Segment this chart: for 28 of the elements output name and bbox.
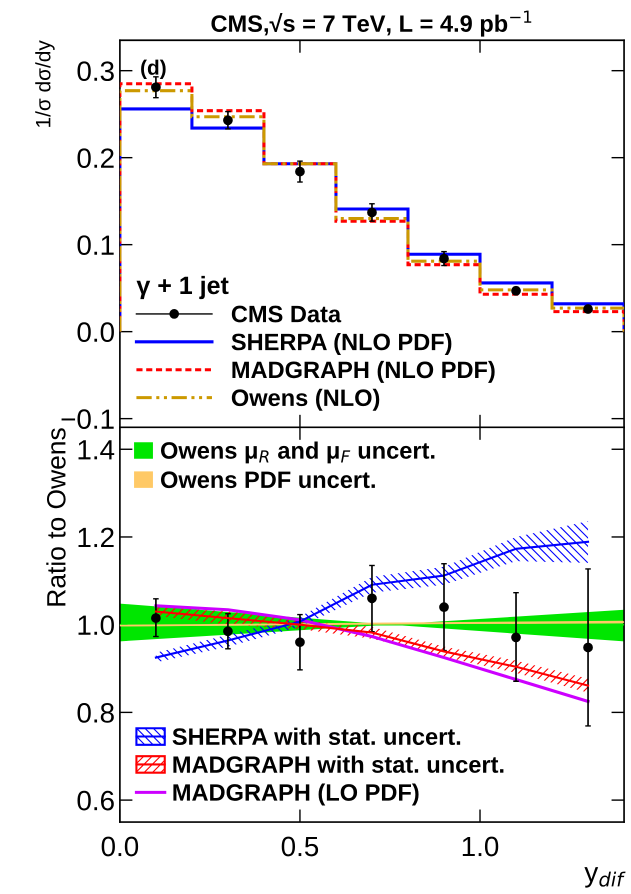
legend-label: Owens (NLO)	[232, 388, 380, 411]
legend-label: MADGRAPH (LO PDF)	[173, 783, 419, 806]
chart-title: CMS,√s = 7 TeV, L = 4.9 pb$^{−1}$	[211, 10, 532, 37]
y-axis-title: Ratio to Owens	[46, 428, 66, 606]
y-tick-label: −0.1	[62, 409, 114, 429]
legend-label: Owens μ$_{R}$ and μ$_{F}$ uncert.	[161, 442, 434, 464]
annotation: (d)	[141, 60, 166, 80]
y-tick-label: 0.2	[78, 148, 114, 168]
x-tick-label: 1.0	[462, 836, 498, 856]
legend-label: MADGRAPH with stat. uncert.	[173, 756, 504, 773]
y-tick-label: 0.3	[78, 61, 114, 82]
legend-label: MADGRAPH (NLO PDF)	[232, 360, 495, 383]
y-tick-label: 0.8	[78, 703, 114, 723]
x-axis-title: y$_{dif}$	[584, 867, 626, 888]
legend-label: CMS Data	[232, 306, 342, 322]
y-tick-label: 0.6	[78, 790, 114, 810]
x-tick-label: 0.0	[102, 836, 138, 856]
y-tick-label: 1.0	[78, 615, 114, 636]
y-tick-label: 0.1	[78, 235, 114, 255]
legend-title: γ + 1 jet	[136, 276, 229, 300]
x-tick-label: 0.5	[282, 836, 318, 856]
y-tick-label: 1.4	[78, 440, 114, 460]
legend-label: SHERPA (NLO PDF)	[232, 332, 452, 355]
y-tick-label: 1.2	[78, 528, 114, 548]
legend-label: Owens PDF uncert.	[161, 471, 375, 488]
y-axis-title: 1/σ dσ/dy	[35, 40, 55, 127]
legend-label: SHERPA with stat. uncert.	[172, 728, 460, 746]
y-tick-label: 0.0	[78, 322, 114, 342]
